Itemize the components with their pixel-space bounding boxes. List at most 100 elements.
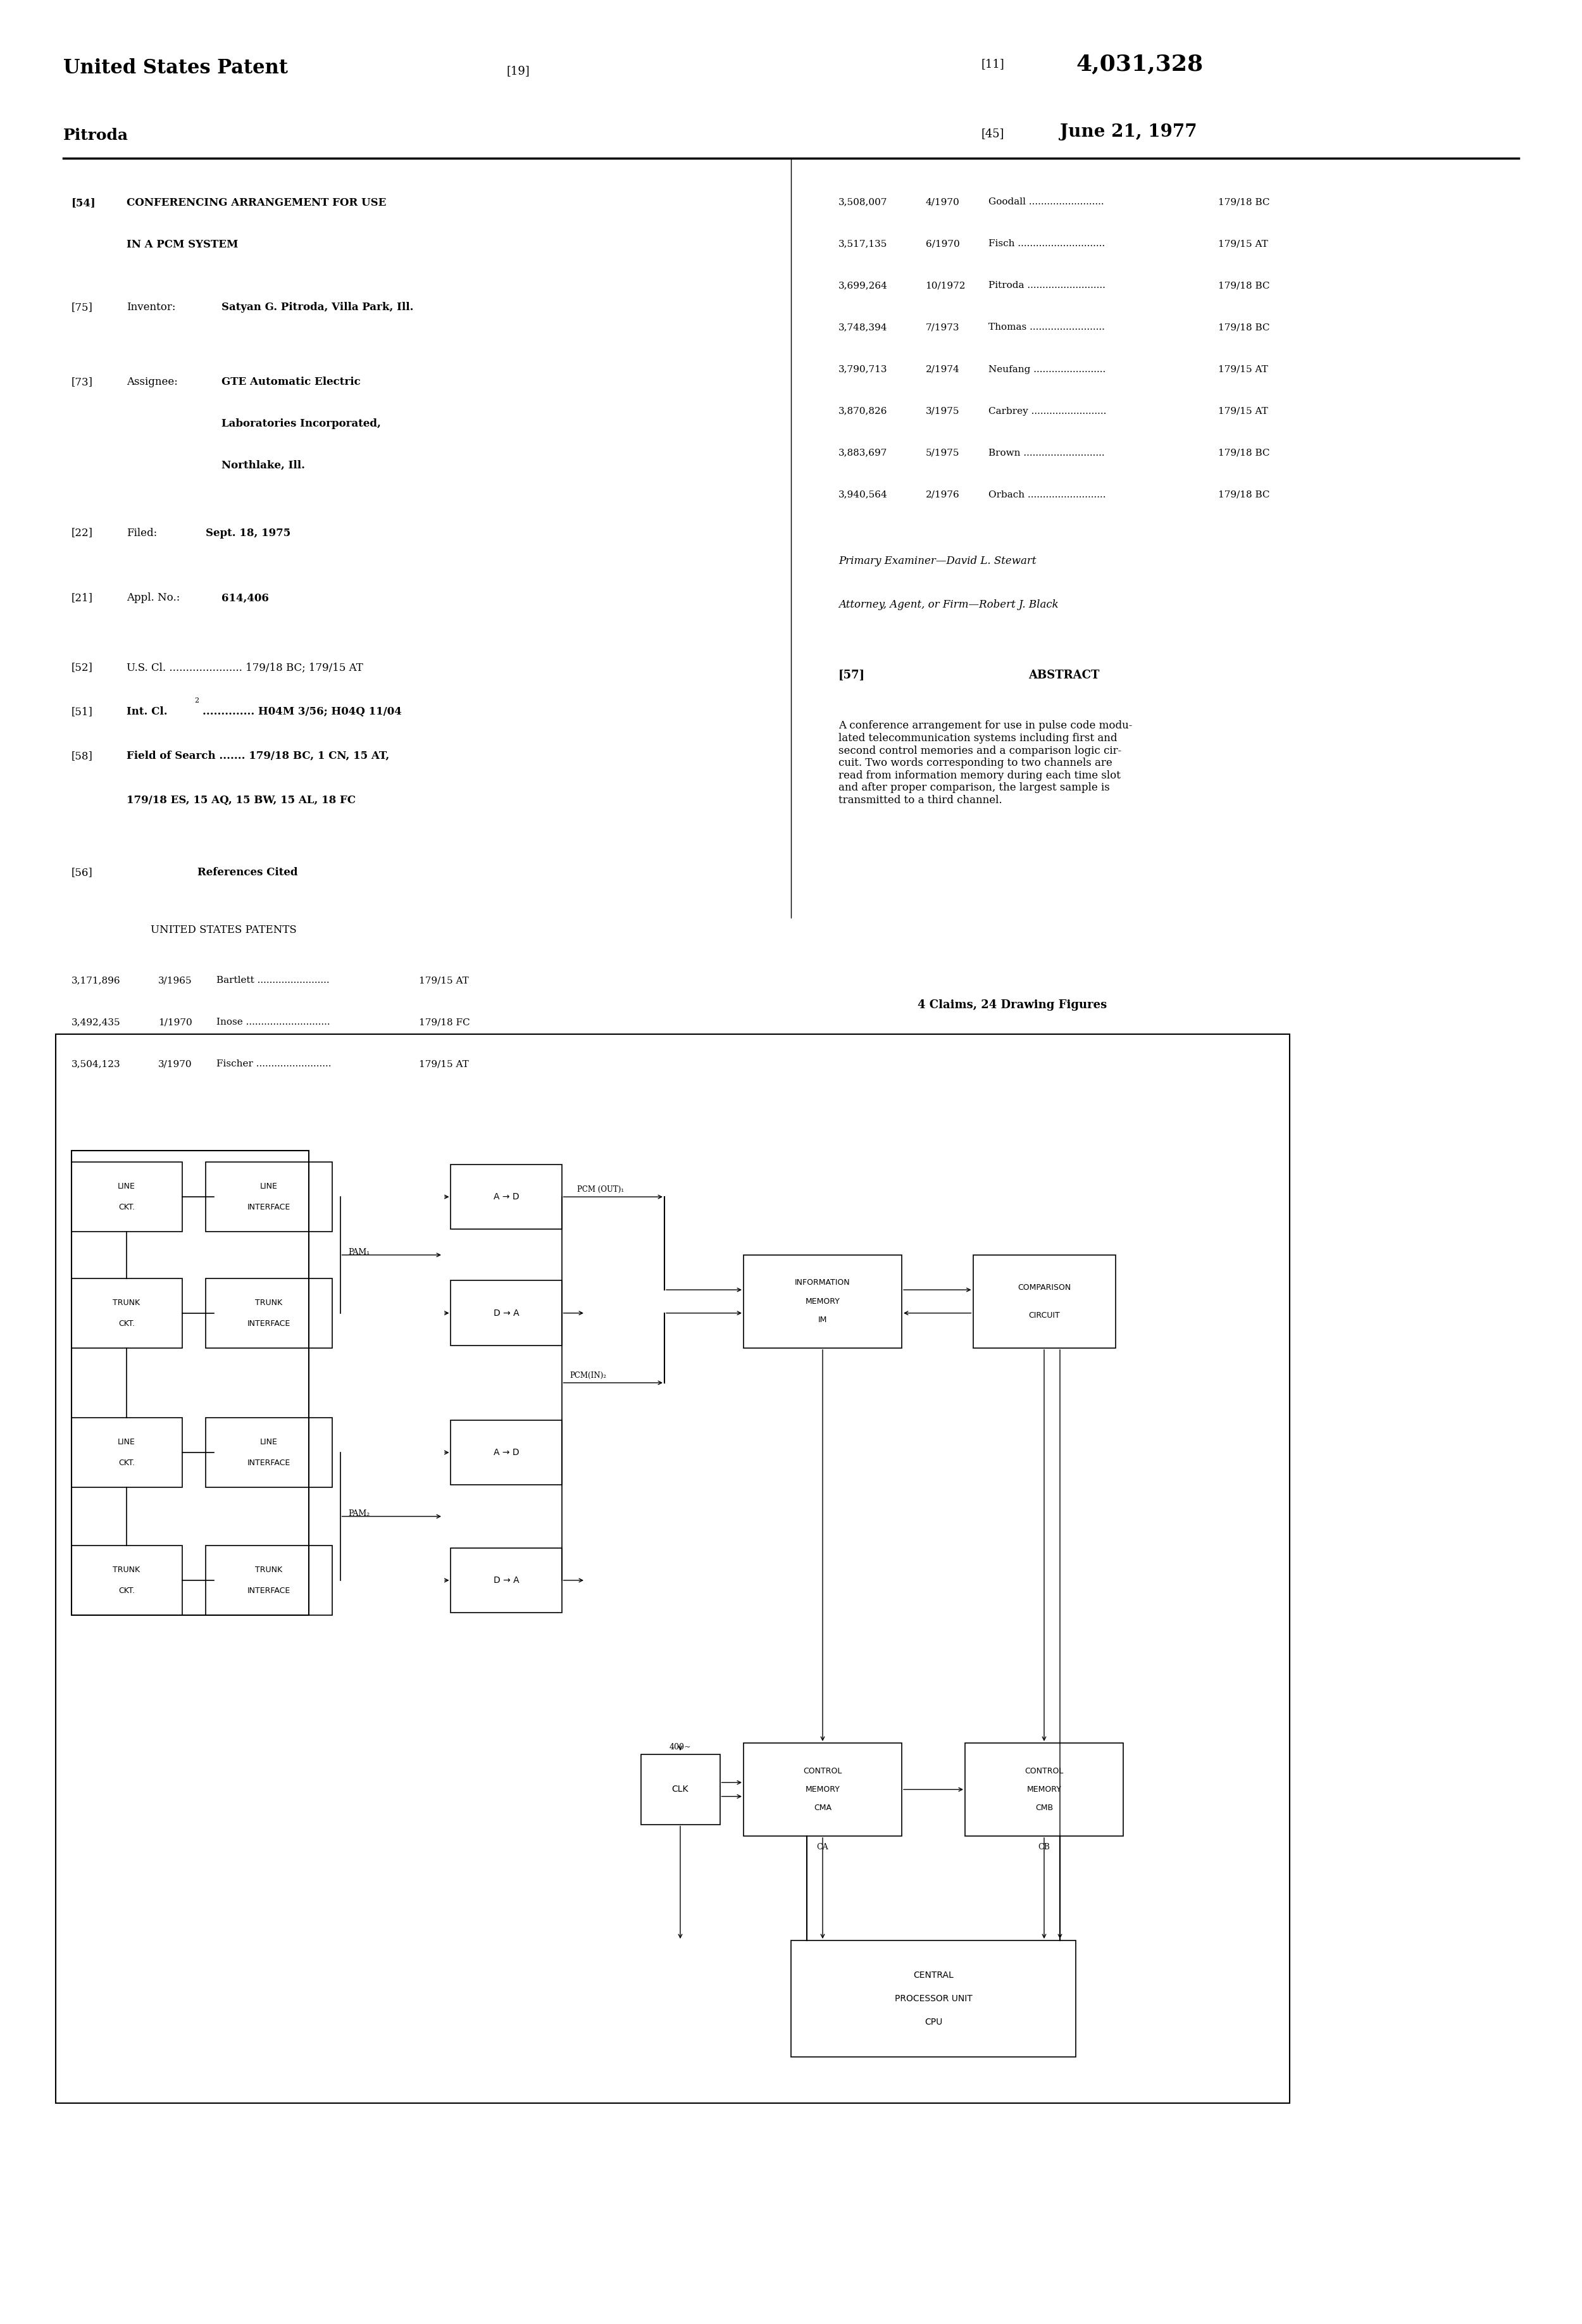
Text: TRUNK: TRUNK <box>112 1566 141 1573</box>
Text: LINE: LINE <box>259 1439 278 1446</box>
Text: CMA: CMA <box>813 1803 832 1813</box>
Text: 4/1970: 4/1970 <box>925 198 959 207</box>
Text: U.S. Cl. ...................... 179/18 BC; 179/15 AT: U.S. Cl. ...................... 179/18 B… <box>127 662 364 674</box>
Text: [45]: [45] <box>981 128 1005 139</box>
Text: Carbrey .........................: Carbrey ......................... <box>989 407 1107 416</box>
Text: MEMORY: MEMORY <box>805 1785 840 1794</box>
Text: Inventor:: Inventor: <box>127 302 176 314</box>
Text: 3,517,135: 3,517,135 <box>838 239 888 249</box>
Text: 2: 2 <box>195 697 199 704</box>
Text: 179/18 BC: 179/18 BC <box>1218 490 1270 500</box>
Text: CONTROL: CONTROL <box>804 1766 842 1776</box>
Text: 3,790,713: 3,790,713 <box>838 365 888 374</box>
Text: PROCESSOR UNIT: PROCESSOR UNIT <box>894 1994 973 2003</box>
Text: 179/15 AT: 179/15 AT <box>1218 365 1269 374</box>
Text: GTE Automatic Electric: GTE Automatic Electric <box>221 376 361 388</box>
Text: Appl. No.:: Appl. No.: <box>127 593 180 604</box>
Text: [51]: [51] <box>71 706 93 718</box>
Text: 179/18 BC: 179/18 BC <box>1218 323 1270 332</box>
Text: CMB: CMB <box>1035 1803 1054 1813</box>
Text: 3,508,007: 3,508,007 <box>838 198 888 207</box>
Text: 179/18 FC: 179/18 FC <box>419 1018 470 1027</box>
Text: Bartlett ........................: Bartlett ........................ <box>217 976 329 985</box>
Text: 179/18 BC: 179/18 BC <box>1218 198 1270 207</box>
Text: CB: CB <box>1038 1843 1050 1852</box>
Text: Laboratories Incorporated,: Laboratories Incorporated, <box>221 418 381 430</box>
Text: LINE: LINE <box>259 1183 278 1190</box>
Text: Assignee:: Assignee: <box>127 376 177 388</box>
Text: INTERFACE: INTERFACE <box>247 1459 291 1466</box>
Text: Sept. 18, 1975: Sept. 18, 1975 <box>206 528 291 539</box>
Text: 1/1970: 1/1970 <box>158 1018 193 1027</box>
Text: 5/1975: 5/1975 <box>925 449 959 458</box>
Text: MEMORY: MEMORY <box>1027 1785 1062 1794</box>
Text: 614,406: 614,406 <box>221 593 269 604</box>
Text: Fischer .........................: Fischer ......................... <box>217 1060 332 1069</box>
Text: References Cited: References Cited <box>198 867 297 878</box>
Text: CKT.: CKT. <box>119 1204 134 1211</box>
Text: 179/15 AT: 179/15 AT <box>1218 407 1269 416</box>
Text: A conference arrangement for use in pulse code modu-
lated telecommunication sys: A conference arrangement for use in puls… <box>838 720 1133 806</box>
Text: 3/1965: 3/1965 <box>158 976 191 985</box>
Text: 400~: 400~ <box>669 1743 691 1752</box>
Text: 3,171,896: 3,171,896 <box>71 976 120 985</box>
Text: [11]: [11] <box>981 58 1005 70</box>
Text: Primary Examiner—David L. Stewart: Primary Examiner—David L. Stewart <box>838 555 1036 567</box>
Text: 3/1970: 3/1970 <box>158 1060 191 1069</box>
Text: Satyan G. Pitroda, Villa Park, Ill.: Satyan G. Pitroda, Villa Park, Ill. <box>221 302 413 314</box>
Text: 179/18 BC: 179/18 BC <box>1218 281 1270 290</box>
Text: 3,504,123: 3,504,123 <box>71 1060 120 1069</box>
Text: 3,940,564: 3,940,564 <box>838 490 888 500</box>
Text: CKT.: CKT. <box>119 1587 134 1594</box>
Text: TRUNK: TRUNK <box>255 1566 283 1573</box>
Text: LINE: LINE <box>117 1183 136 1190</box>
Text: [58]: [58] <box>71 751 93 762</box>
Text: 3,748,394: 3,748,394 <box>838 323 888 332</box>
Text: INTERFACE: INTERFACE <box>247 1204 291 1211</box>
Text: United States Patent: United States Patent <box>63 58 288 77</box>
Text: [56]: [56] <box>71 867 92 878</box>
Text: 2/1976: 2/1976 <box>925 490 959 500</box>
Text: 2/1974: 2/1974 <box>925 365 959 374</box>
Text: IN A PCM SYSTEM: IN A PCM SYSTEM <box>127 239 239 251</box>
Text: 3,699,264: 3,699,264 <box>838 281 888 290</box>
Text: 3/1975: 3/1975 <box>925 407 959 416</box>
Text: PAM₁: PAM₁ <box>348 1248 370 1257</box>
Text: CA: CA <box>816 1843 829 1852</box>
Text: 179/15 AT: 179/15 AT <box>419 976 470 985</box>
Text: CKT.: CKT. <box>119 1459 134 1466</box>
Text: June 21, 1977: June 21, 1977 <box>1060 123 1198 139</box>
Text: Brown ...........................: Brown ........................... <box>989 449 1104 458</box>
Text: 3,870,826: 3,870,826 <box>838 407 888 416</box>
Text: D → A: D → A <box>494 1308 519 1318</box>
Text: 179/15 AT: 179/15 AT <box>1218 239 1269 249</box>
Text: .............. H04M 3/56; H04Q 11/04: .............. H04M 3/56; H04Q 11/04 <box>202 706 402 718</box>
Text: INTERFACE: INTERFACE <box>247 1587 291 1594</box>
Text: CONTROL: CONTROL <box>1025 1766 1063 1776</box>
Text: 4,031,328: 4,031,328 <box>1076 53 1202 74</box>
Text: A → D: A → D <box>494 1448 519 1457</box>
Text: TRUNK: TRUNK <box>112 1299 141 1306</box>
Text: Filed:: Filed: <box>127 528 157 539</box>
Text: [21]: [21] <box>71 593 93 604</box>
Text: 10/1972: 10/1972 <box>925 281 965 290</box>
Text: CKT.: CKT. <box>119 1320 134 1327</box>
Text: 3,492,435: 3,492,435 <box>71 1018 120 1027</box>
Text: TRUNK: TRUNK <box>255 1299 283 1306</box>
Text: Goodall .........................: Goodall ......................... <box>989 198 1104 207</box>
Text: [22]: [22] <box>71 528 93 539</box>
Text: PAM₂: PAM₂ <box>348 1511 370 1518</box>
Text: Neufang ........................: Neufang ........................ <box>989 365 1106 374</box>
Text: Northlake, Ill.: Northlake, Ill. <box>221 460 305 472</box>
Text: [57]: [57] <box>838 669 865 681</box>
Text: [52]: [52] <box>71 662 93 674</box>
Text: [73]: [73] <box>71 376 93 388</box>
Text: CLK: CLK <box>672 1785 688 1794</box>
Text: Pitroda ..........................: Pitroda .......................... <box>989 281 1106 290</box>
Text: CENTRAL: CENTRAL <box>913 1971 954 1980</box>
Text: LINE: LINE <box>117 1439 136 1446</box>
Text: Orbach ..........................: Orbach .......................... <box>989 490 1106 500</box>
Text: CIRCUIT: CIRCUIT <box>1028 1311 1060 1320</box>
Text: D → A: D → A <box>494 1576 519 1585</box>
Text: Thomas .........................: Thomas ......................... <box>989 323 1106 332</box>
